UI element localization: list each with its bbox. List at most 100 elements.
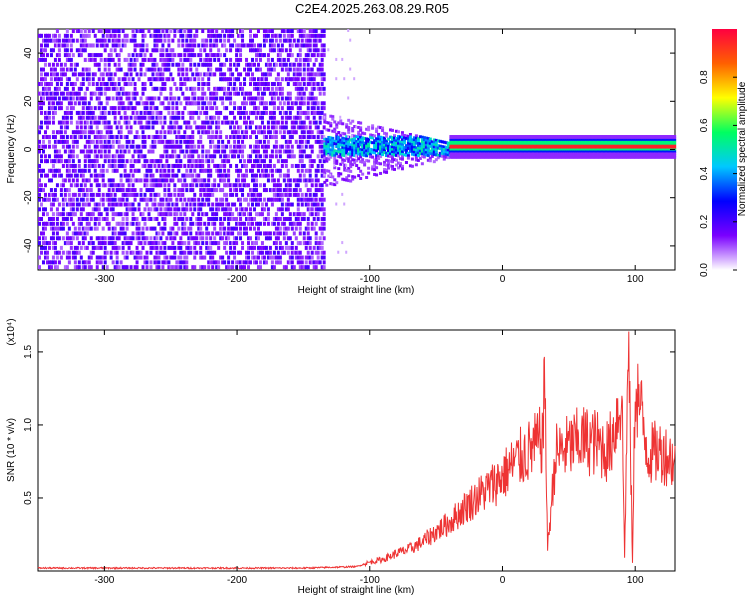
spectrogram-cell — [141, 154, 145, 159]
spectrogram-cell — [101, 216, 105, 221]
spectrogram-cell — [467, 138, 471, 142]
spectrogram-cell — [157, 183, 161, 188]
spectrogram-cell — [217, 57, 221, 62]
spectrogram-cell — [163, 130, 167, 135]
spectrogram-cell — [161, 212, 165, 217]
spectrogram-cell — [371, 126, 375, 130]
spectrogram-cell — [87, 29, 91, 33]
spectrogram-cell — [43, 173, 47, 178]
spectrogram-cell — [145, 159, 149, 164]
spectrogram-cell — [209, 29, 213, 33]
spectrogram-cell — [183, 120, 187, 125]
spectrogram-cell — [349, 169, 353, 173]
spectrogram-cell — [286, 226, 290, 231]
spectrogram-cell — [107, 221, 111, 226]
spectrogram-cell — [264, 202, 268, 207]
spectrogram-cell — [256, 144, 260, 149]
spectrogram-cell — [237, 106, 241, 111]
spectrogram-cell — [111, 106, 115, 111]
spectrogram-cell — [115, 29, 119, 33]
spectrogram-cell — [286, 149, 290, 154]
spectrogram-cell — [316, 216, 320, 221]
spectrogram-cell — [69, 216, 73, 221]
spectrogram-cell — [391, 138, 395, 142]
spectrogram-cell — [205, 197, 209, 202]
spectrogram-cell — [233, 241, 237, 246]
spectrogram-cell — [434, 143, 438, 147]
spectrogram-cell — [272, 120, 276, 125]
spectrogram-cell — [296, 221, 300, 226]
spectrogram-cell — [465, 140, 468, 144]
spectrogram-cell — [264, 38, 268, 43]
spectrogram-cell — [394, 158, 398, 162]
spectrogram-cell — [294, 178, 298, 183]
spectrogram-cell — [91, 110, 95, 115]
spectrogram-cell — [151, 135, 155, 140]
spectrogram-cell — [207, 245, 211, 250]
spectrogram-cell — [373, 151, 377, 155]
spectrogram-cell — [181, 260, 185, 265]
spectrogram-cell — [414, 153, 418, 157]
spectrogram-cell — [474, 140, 478, 144]
spectrogram-cell — [310, 221, 314, 226]
spectrogram-cell — [97, 183, 101, 188]
spectrogram-cell — [361, 138, 365, 142]
spectrogram-cell — [288, 48, 292, 53]
spectrogram-cell — [469, 146, 472, 150]
spectrogram-cell — [145, 43, 149, 48]
spectrogram-cell — [93, 57, 97, 62]
spectrogram-cell — [300, 125, 304, 130]
spectrogram-cell — [272, 231, 276, 236]
spectrogram-cell — [276, 236, 280, 241]
spectrogram-cell — [123, 33, 127, 38]
spectrogram-cell — [474, 144, 478, 148]
spectrogram-cell — [159, 101, 163, 106]
spectrogram-cell — [67, 101, 71, 106]
spectrogram-cell — [227, 202, 231, 207]
spectrogram-cell — [249, 96, 253, 101]
spectrogram-cell — [387, 144, 391, 148]
spectrogram-cell — [69, 202, 73, 207]
spectrogram-cell — [379, 138, 383, 142]
spectrogram-cell — [201, 144, 205, 149]
spectrogram-cell — [286, 216, 290, 221]
spectrogram-cell — [137, 144, 141, 149]
spectrogram-cell — [256, 110, 260, 115]
spectrogram-cell — [119, 130, 123, 135]
spectrogram-cell — [159, 202, 163, 207]
spectrogram-cell — [213, 163, 217, 168]
spectrogram-cell — [143, 106, 147, 111]
spectrogram-cell — [258, 159, 262, 164]
spectrogram-cell — [458, 135, 462, 138]
spectrogram-cell — [231, 192, 235, 197]
spectrogram-cell — [314, 236, 318, 241]
spectrogram-cell — [235, 183, 239, 188]
spectrogram-cell — [73, 231, 77, 236]
spectrogram-cell — [123, 202, 127, 207]
spectrogram-cell — [237, 139, 241, 144]
spectrogram-cell — [410, 150, 414, 154]
spectrogram-cell — [51, 202, 55, 207]
spectrogram-cell — [119, 135, 123, 140]
spectrogram-cell — [323, 173, 326, 177]
spectrogram-cell — [191, 236, 195, 241]
spectrogram-cell — [175, 106, 179, 111]
spectrogram-cell — [286, 106, 290, 111]
spectrogram-cell — [320, 241, 324, 246]
spectrogram-cell — [264, 216, 268, 221]
spectrogram-cell — [45, 260, 49, 265]
spectrogram-cell — [125, 236, 129, 241]
spectrogram-cell — [408, 135, 412, 139]
spectrogram-cell — [149, 183, 153, 188]
spectrogram-cell — [304, 53, 308, 58]
spectrogram-cell — [225, 29, 229, 33]
spectrogram-cell — [239, 236, 243, 241]
spectrogram-cell — [446, 141, 450, 145]
spectrogram-cell — [225, 236, 229, 241]
spectrogram-cell — [477, 138, 480, 142]
spectrogram-cell — [225, 241, 229, 246]
spectrogram-cell — [357, 142, 361, 146]
spectrogram-cell — [189, 125, 193, 130]
spectrogram-cell — [322, 91, 326, 96]
spectrogram-cell — [282, 125, 286, 130]
